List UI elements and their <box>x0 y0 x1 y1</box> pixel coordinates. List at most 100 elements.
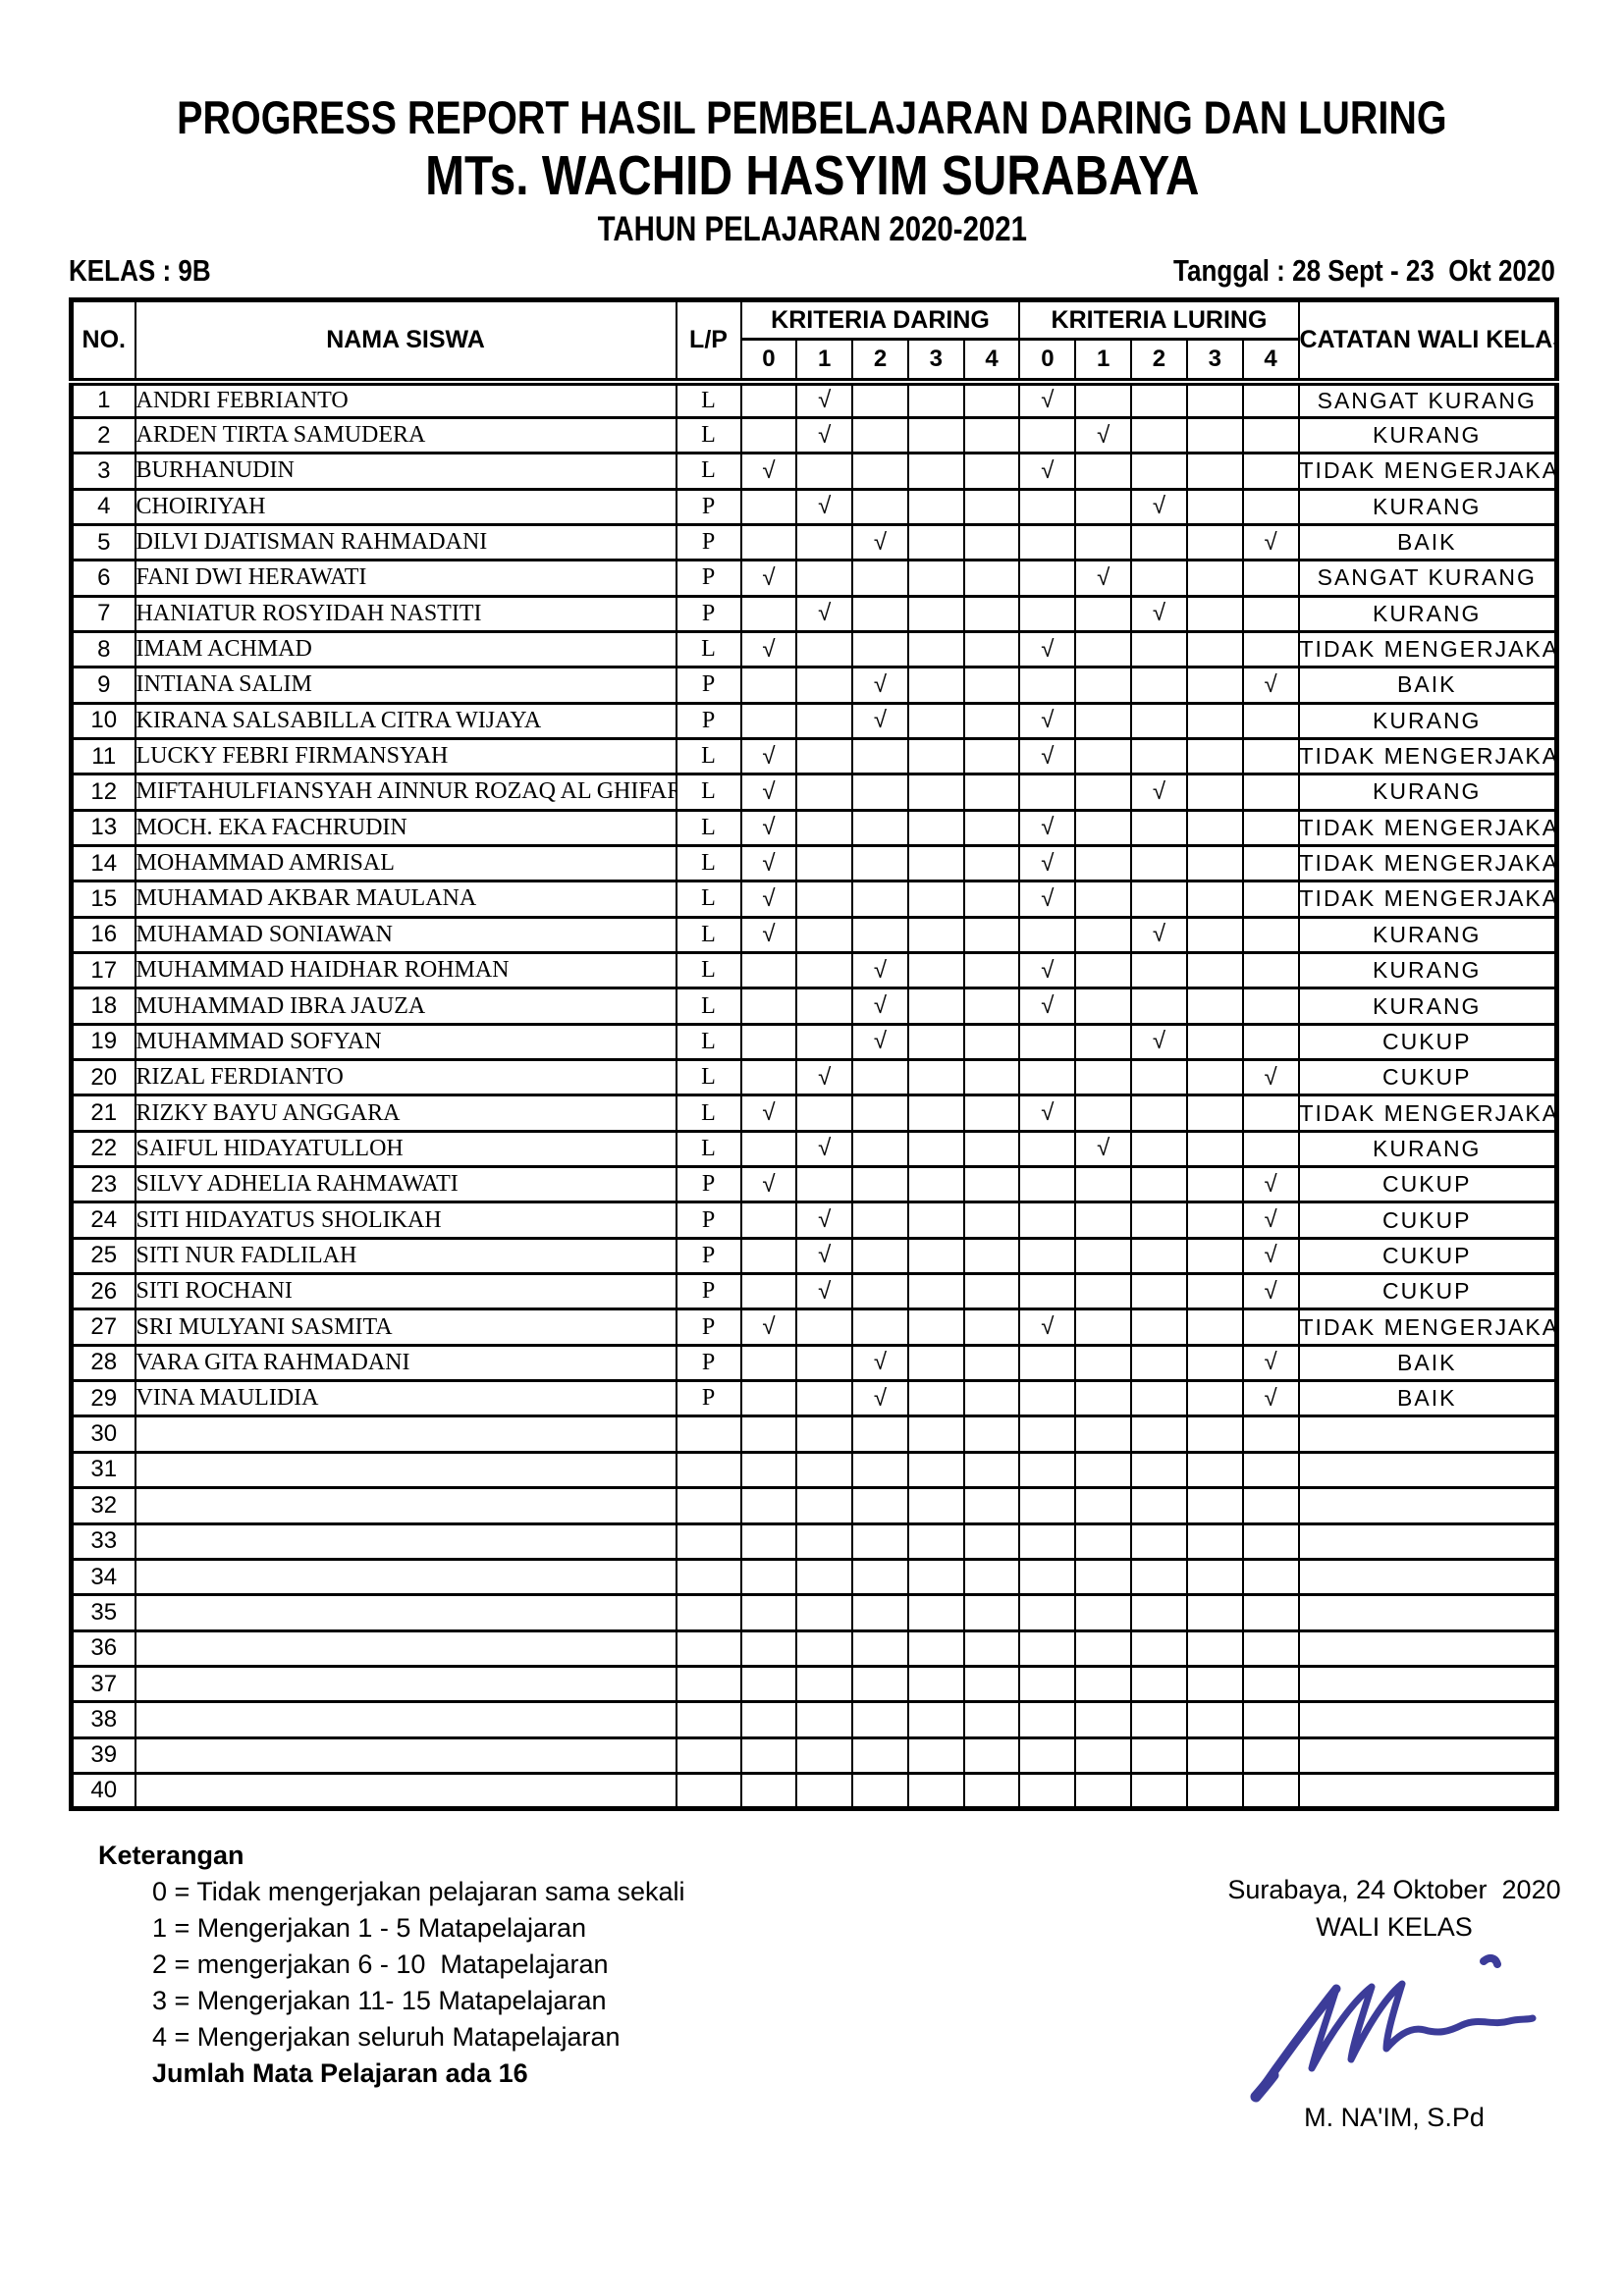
luring-check-0 <box>1018 1557 1077 1597</box>
gender: P <box>675 1308 742 1347</box>
luring-check-4: √ <box>1241 1236 1300 1276</box>
daring-check-4 <box>962 1236 1021 1276</box>
daring-check-4 <box>962 1735 1021 1775</box>
luring-check-4: √ <box>1241 1379 1300 1418</box>
daring-check-0 <box>739 1522 798 1561</box>
teacher-note <box>1297 1557 1558 1597</box>
signature-scribble <box>1250 1953 1537 2103</box>
signer-name: M. NA'IM, S.Pd <box>1304 2103 1485 2132</box>
luring-check-0 <box>1018 487 1077 526</box>
column-header-luring-4: 4 <box>1241 338 1300 386</box>
luring-check-1 <box>1074 1415 1133 1454</box>
daring-check-2 <box>851 380 909 419</box>
row-number: 31 <box>70 1450 136 1490</box>
luring-check-0 <box>1018 1771 1077 1811</box>
luring-check-0: √ <box>1018 880 1077 919</box>
student-name: IMAM ACHMAD <box>134 629 677 669</box>
gender: P <box>675 594 742 633</box>
row-number: 18 <box>70 987 136 1026</box>
column-header-nama-siswa: NAMA SISWA <box>134 298 677 386</box>
daring-check-4 <box>962 594 1021 633</box>
daring-check-0 <box>739 1272 798 1311</box>
teacher-note: KURANG <box>1297 915 1558 955</box>
daring-check-1 <box>795 701 854 740</box>
role-line: WALI KELAS <box>1316 1912 1473 1942</box>
gender <box>675 1593 742 1632</box>
gender <box>675 1629 742 1668</box>
daring-check-3 <box>906 1094 965 1133</box>
luring-check-0: √ <box>1018 736 1077 776</box>
teacher-note: TIDAK MENGERJAKAN <box>1297 880 1558 919</box>
gender <box>675 1771 742 1811</box>
teacher-note: BAIK <box>1297 1379 1558 1418</box>
row-number: 34 <box>70 1557 136 1597</box>
luring-check-1 <box>1074 1735 1133 1775</box>
luring-check-4 <box>1241 1022 1300 1062</box>
daring-check-2 <box>851 915 909 955</box>
luring-check-2 <box>1130 880 1188 919</box>
daring-check-0: √ <box>739 808 798 847</box>
daring-check-3 <box>906 1557 965 1597</box>
luring-check-1 <box>1074 1771 1133 1811</box>
student-row-23: 23 SILVY ADHELIA RAHMAWATI P √ √ CUKUP <box>70 1165 1558 1204</box>
column-header-daring-4: 4 <box>962 338 1021 386</box>
luring-check-0 <box>1018 1450 1077 1490</box>
daring-check-2 <box>851 1771 909 1811</box>
luring-check-2 <box>1130 1486 1188 1525</box>
daring-check-0 <box>739 950 798 990</box>
row-number: 27 <box>70 1308 136 1347</box>
column-header-catatan-wali-kelas: CATATAN WALI KELAS <box>1297 298 1558 386</box>
daring-check-0 <box>739 1450 798 1490</box>
row-number: 39 <box>70 1735 136 1775</box>
luring-check-3 <box>1185 1522 1244 1561</box>
daring-check-0 <box>739 1700 798 1739</box>
daring-check-2 <box>851 1593 909 1632</box>
daring-check-1: √ <box>795 1129 854 1169</box>
luring-check-0 <box>1018 1201 1077 1240</box>
row-number: 29 <box>70 1379 136 1418</box>
luring-check-1 <box>1074 522 1133 562</box>
luring-check-4 <box>1241 629 1300 669</box>
table-header-row-groups: NO. NAMA SISWA L/P KRITERIA DARING KRITE… <box>70 298 1558 386</box>
daring-check-4 <box>962 1486 1021 1525</box>
daring-check-2 <box>851 808 909 847</box>
gender: P <box>675 1379 742 1418</box>
daring-check-2 <box>851 1272 909 1311</box>
gender: P <box>675 1165 742 1204</box>
luring-check-0 <box>1018 773 1077 812</box>
column-header-daring-2: 2 <box>851 338 909 386</box>
luring-check-4 <box>1241 1629 1300 1668</box>
row-number: 17 <box>70 950 136 990</box>
luring-check-4: √ <box>1241 1165 1300 1204</box>
luring-check-1 <box>1074 1058 1133 1097</box>
row-number: 25 <box>70 1236 136 1276</box>
gender: L <box>675 915 742 955</box>
teacher-note: KURANG <box>1297 701 1558 740</box>
school-name-text: MTs. WACHID HASYIM SURABAYA <box>424 144 1200 207</box>
progress-report-table: NO. NAMA SISWA L/P KRITERIA DARING KRITE… <box>69 297 1559 1812</box>
luring-check-3 <box>1185 1201 1244 1240</box>
luring-check-2: √ <box>1130 487 1188 526</box>
luring-check-3 <box>1185 1129 1244 1169</box>
teacher-note: TIDAK MENGERJAKAN <box>1297 1308 1558 1347</box>
luring-check-0: √ <box>1018 701 1077 740</box>
teacher-note <box>1297 1700 1558 1739</box>
student-row-27: 27 SRI MULYANI SASMITA P √ √ TIDAK MENGERJAKA… <box>70 1308 1558 1347</box>
student-name <box>134 1557 677 1597</box>
student-name: CHOIRIYAH <box>134 487 677 526</box>
row-number: 19 <box>70 1022 136 1062</box>
daring-check-3 <box>906 559 965 598</box>
student-row-11: 11 LUCKY FEBRI FIRMANSYAH L √ √ TIDAK MENGERJ… <box>70 736 1558 776</box>
luring-check-1: √ <box>1074 1129 1133 1169</box>
gender: L <box>675 1094 742 1133</box>
student-name: LUCKY FEBRI FIRMANSYAH <box>134 736 677 776</box>
student-row-38: 38 <box>70 1700 1558 1739</box>
luring-check-2 <box>1130 666 1188 705</box>
gender <box>675 1664 742 1704</box>
luring-check-0 <box>1018 1058 1077 1097</box>
daring-check-0: √ <box>739 915 798 955</box>
student-name: SITI ROCHANI <box>134 1272 677 1311</box>
daring-check-0 <box>739 1771 798 1811</box>
daring-check-3 <box>906 1165 965 1204</box>
